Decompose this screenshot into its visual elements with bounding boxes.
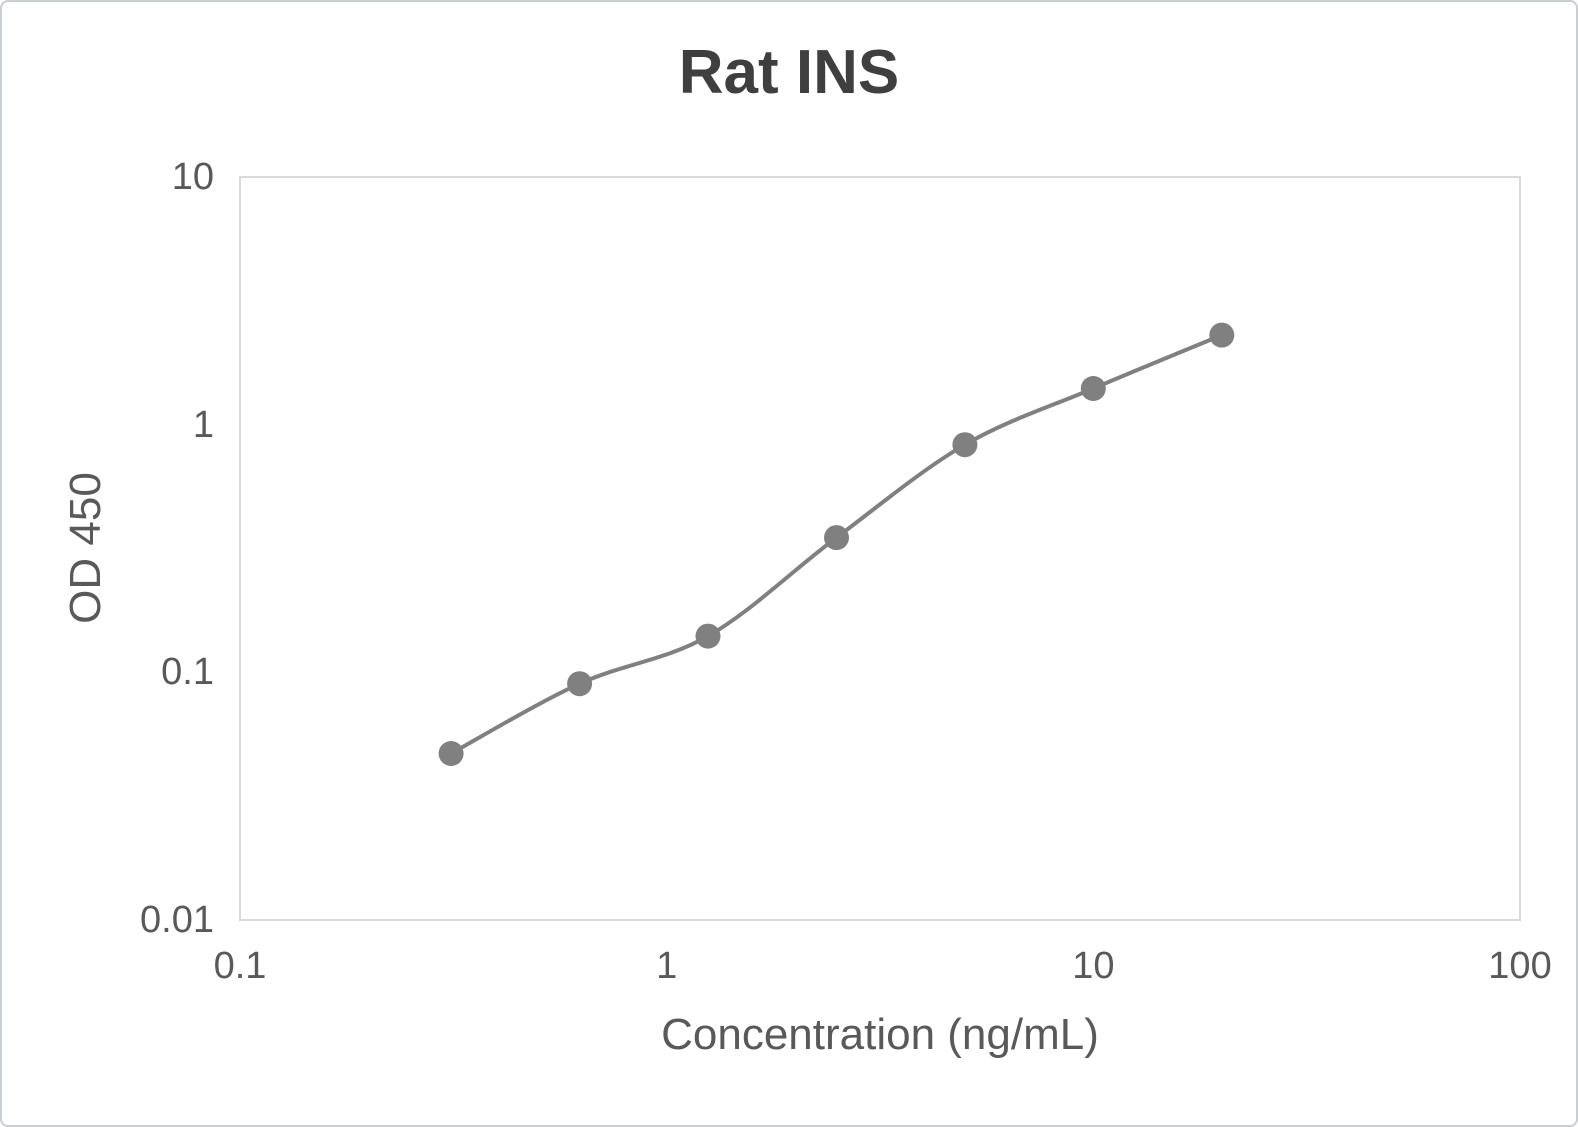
data-point-marker [1209, 322, 1235, 348]
chart-title: Rat INS [678, 38, 900, 107]
data-point-marker [824, 525, 849, 551]
data-point-marker [567, 671, 593, 697]
y-tick-label: 10 [171, 156, 214, 198]
x-axis-title: Concentration (ng/mL) [661, 1010, 1099, 1059]
x-tick-label: 10 [1072, 945, 1115, 987]
data-point-marker [695, 623, 721, 649]
y-tick-label: 1 [192, 403, 214, 446]
plot-border [239, 176, 1521, 921]
data-point-marker [438, 741, 464, 766]
data-point-marker [1080, 376, 1106, 401]
x-tick-label: 0.1 [213, 945, 267, 987]
y-tick-label: 0.1 [161, 651, 214, 694]
y-tick-label: 0.01 [140, 899, 214, 941]
data-point-marker [952, 432, 978, 458]
x-tick-label: 1 [656, 945, 678, 987]
x-tick-label: 100 [1488, 945, 1552, 987]
y-axis-title: OD 450 [61, 472, 110, 624]
